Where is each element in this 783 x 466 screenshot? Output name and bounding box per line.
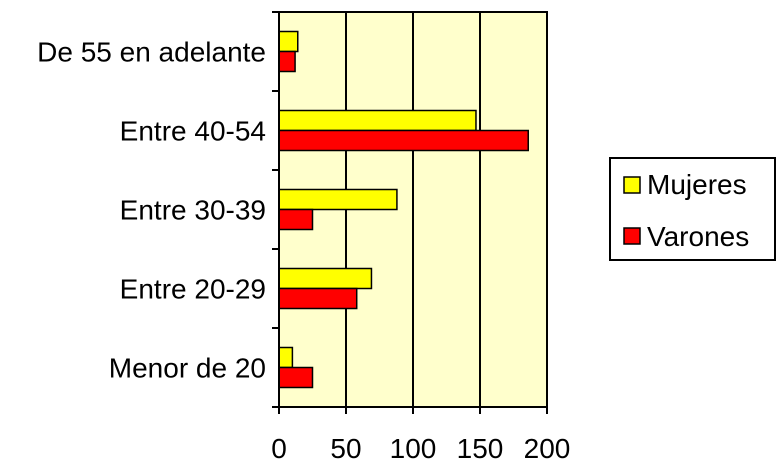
category-label: Menor de 20 [109,353,266,384]
legend-label-mujeres: Mujeres [647,169,747,200]
legend-swatch-varones [623,227,641,245]
bar-varones-1 [278,366,314,389]
bar-varones-5 [278,50,296,73]
bar-varones-4 [278,129,529,152]
category-label: Entre 40-54 [120,116,266,147]
x-tick-label: 0 [271,433,287,464]
legend-swatch-mujeres [623,176,641,194]
category-label: Entre 30-39 [120,195,266,226]
bar-mujeres-5 [278,30,299,53]
x-tick-label: 100 [390,433,437,464]
bars [278,30,529,389]
x-tick-label: 50 [330,433,361,464]
category-axis-labels: Menor de 20 Entre 20-29 Entre 30-39 Entre 4… [37,37,266,384]
bar-varones-3 [278,208,314,231]
category-label: De 55 en adelante [37,37,266,68]
bar-varones-2 [278,287,358,310]
bar-mujeres-4 [278,109,477,132]
bar-mujeres-1 [278,346,294,369]
bar-mujeres-3 [278,188,398,211]
x-tick-label: 200 [524,433,571,464]
x-tick-label: 150 [457,433,504,464]
axes [272,11,548,414]
category-label: Entre 20-29 [120,274,266,305]
legend: Mujeres Varones [609,157,776,261]
bar-mujeres-2 [278,267,373,290]
value-axis-labels: 0 50 100 150 200 [271,433,570,464]
legend-label-varones: Varones [647,221,749,252]
